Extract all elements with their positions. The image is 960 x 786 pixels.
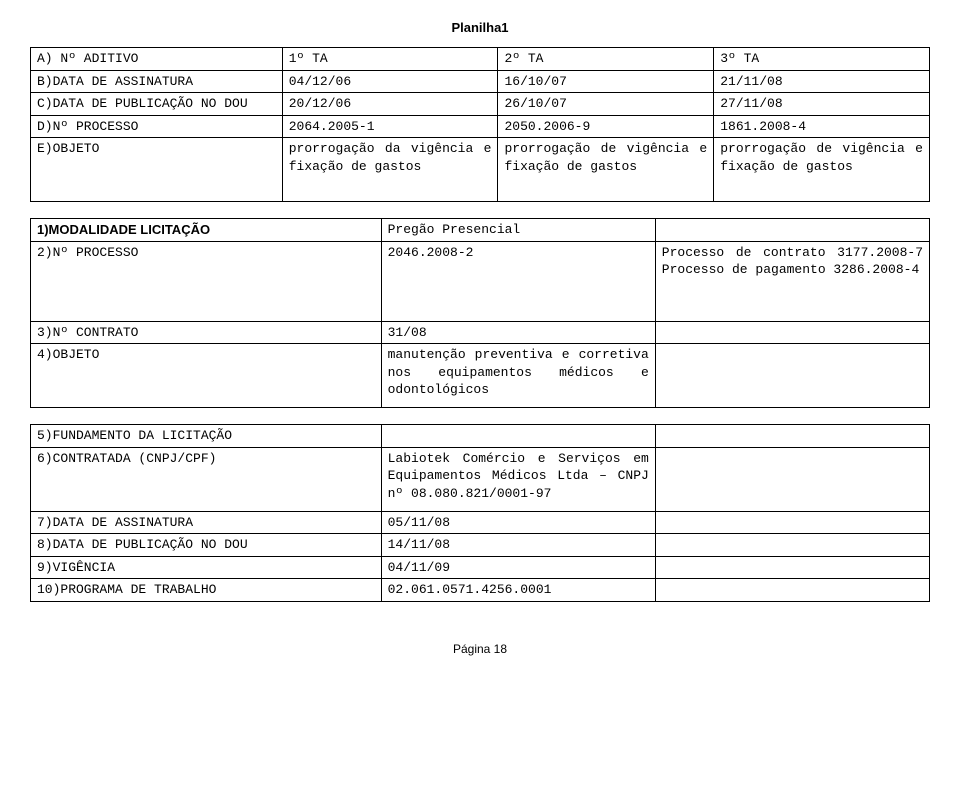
cell xyxy=(655,425,929,448)
cell: 1º TA xyxy=(282,48,498,71)
table-row: 9)VIGÊNCIA 04/11/09 xyxy=(31,556,930,579)
cell: prorrogação da vigência e fixação de gas… xyxy=(282,138,498,202)
table-c: 5)FUNDAMENTO DA LICITAÇÃO 6)CONTRATADA (… xyxy=(30,424,930,602)
cell xyxy=(655,534,929,557)
cell: prorrogação de vigência e fixação de gas… xyxy=(498,138,714,202)
cell xyxy=(655,219,929,242)
table-row: 10)PROGRAMA DE TRABALHO 02.061.0571.4256… xyxy=(31,579,930,602)
cell: 2046.2008-2 xyxy=(381,241,655,321)
cell-label: 1)MODALIDADE LICITAÇÃO xyxy=(31,219,382,242)
cell xyxy=(655,511,929,534)
cell: 05/11/08 xyxy=(381,511,655,534)
cell: 16/10/07 xyxy=(498,70,714,93)
table-row: 6)CONTRATADA (CNPJ/CPF) Labiotek Comérci… xyxy=(31,447,930,511)
cell-label: 7)DATA DE ASSINATURA xyxy=(31,511,382,534)
table-row: 5)FUNDAMENTO DA LICITAÇÃO xyxy=(31,425,930,448)
table-row: 7)DATA DE ASSINATURA 05/11/08 xyxy=(31,511,930,534)
cell-label: D)Nº PROCESSO xyxy=(31,115,283,138)
cell: prorrogação de vigência e fixação de gas… xyxy=(714,138,930,202)
table-row: E)OBJETO prorrogação da vigência e fixaç… xyxy=(31,138,930,202)
cell: manutenção preventiva e corretiva nos eq… xyxy=(381,344,655,408)
cell: 1861.2008-4 xyxy=(714,115,930,138)
cell xyxy=(655,447,929,511)
cell: 02.061.0571.4256.0001 xyxy=(381,579,655,602)
cell-label: 2)Nº PROCESSO xyxy=(31,241,382,321)
cell xyxy=(655,579,929,602)
cell-label: B)DATA DE ASSINATURA xyxy=(31,70,283,93)
cell: Labiotek Comércio e Serviços em Equipame… xyxy=(381,447,655,511)
cell: 04/11/09 xyxy=(381,556,655,579)
table-row: 1)MODALIDADE LICITAÇÃO Pregão Presencial xyxy=(31,219,930,242)
cell-label: 3)Nº CONTRATO xyxy=(31,321,382,344)
cell: 04/12/06 xyxy=(282,70,498,93)
sheet-title: Planilha1 xyxy=(30,20,930,35)
cell-label: 10)PROGRAMA DE TRABALHO xyxy=(31,579,382,602)
table-row: 4)OBJETO manutenção preventiva e correti… xyxy=(31,344,930,408)
cell xyxy=(381,425,655,448)
cell xyxy=(655,344,929,408)
cell: 2050.2006-9 xyxy=(498,115,714,138)
cell xyxy=(655,321,929,344)
cell: 27/11/08 xyxy=(714,93,930,116)
cell: 26/10/07 xyxy=(498,93,714,116)
table-row: A) Nº ADITIVO 1º TA 2º TA 3º TA xyxy=(31,48,930,71)
table-row: 2)Nº PROCESSO 2046.2008-2 Processo de co… xyxy=(31,241,930,321)
cell: 20/12/06 xyxy=(282,93,498,116)
cell: 3º TA xyxy=(714,48,930,71)
table-a: A) Nº ADITIVO 1º TA 2º TA 3º TA B)DATA D… xyxy=(30,47,930,202)
cell: 31/08 xyxy=(381,321,655,344)
table-row: 3)Nº CONTRATO 31/08 xyxy=(31,321,930,344)
cell-label: A) Nº ADITIVO xyxy=(31,48,283,71)
cell: 21/11/08 xyxy=(714,70,930,93)
cell: Pregão Presencial xyxy=(381,219,655,242)
table-row: C)DATA DE PUBLICAÇÃO NO DOU 20/12/06 26/… xyxy=(31,93,930,116)
page-footer: Página 18 xyxy=(30,642,930,656)
table-row: 8)DATA DE PUBLICAÇÃO NO DOU 14/11/08 xyxy=(31,534,930,557)
cell-label: E)OBJETO xyxy=(31,138,283,202)
cell: 2º TA xyxy=(498,48,714,71)
table-row: B)DATA DE ASSINATURA 04/12/06 16/10/07 2… xyxy=(31,70,930,93)
cell: 2064.2005-1 xyxy=(282,115,498,138)
cell-label: 4)OBJETO xyxy=(31,344,382,408)
cell-label: 8)DATA DE PUBLICAÇÃO NO DOU xyxy=(31,534,382,557)
cell-label: 5)FUNDAMENTO DA LICITAÇÃO xyxy=(31,425,382,448)
cell-label: 9)VIGÊNCIA xyxy=(31,556,382,579)
cell-label: C)DATA DE PUBLICAÇÃO NO DOU xyxy=(31,93,283,116)
table-b: 1)MODALIDADE LICITAÇÃO Pregão Presencial… xyxy=(30,218,930,408)
table-row: D)Nº PROCESSO 2064.2005-1 2050.2006-9 18… xyxy=(31,115,930,138)
cell-label: 6)CONTRATADA (CNPJ/CPF) xyxy=(31,447,382,511)
cell xyxy=(655,556,929,579)
cell: 14/11/08 xyxy=(381,534,655,557)
cell: Processo de contrato 3177.2008-7 Process… xyxy=(655,241,929,321)
